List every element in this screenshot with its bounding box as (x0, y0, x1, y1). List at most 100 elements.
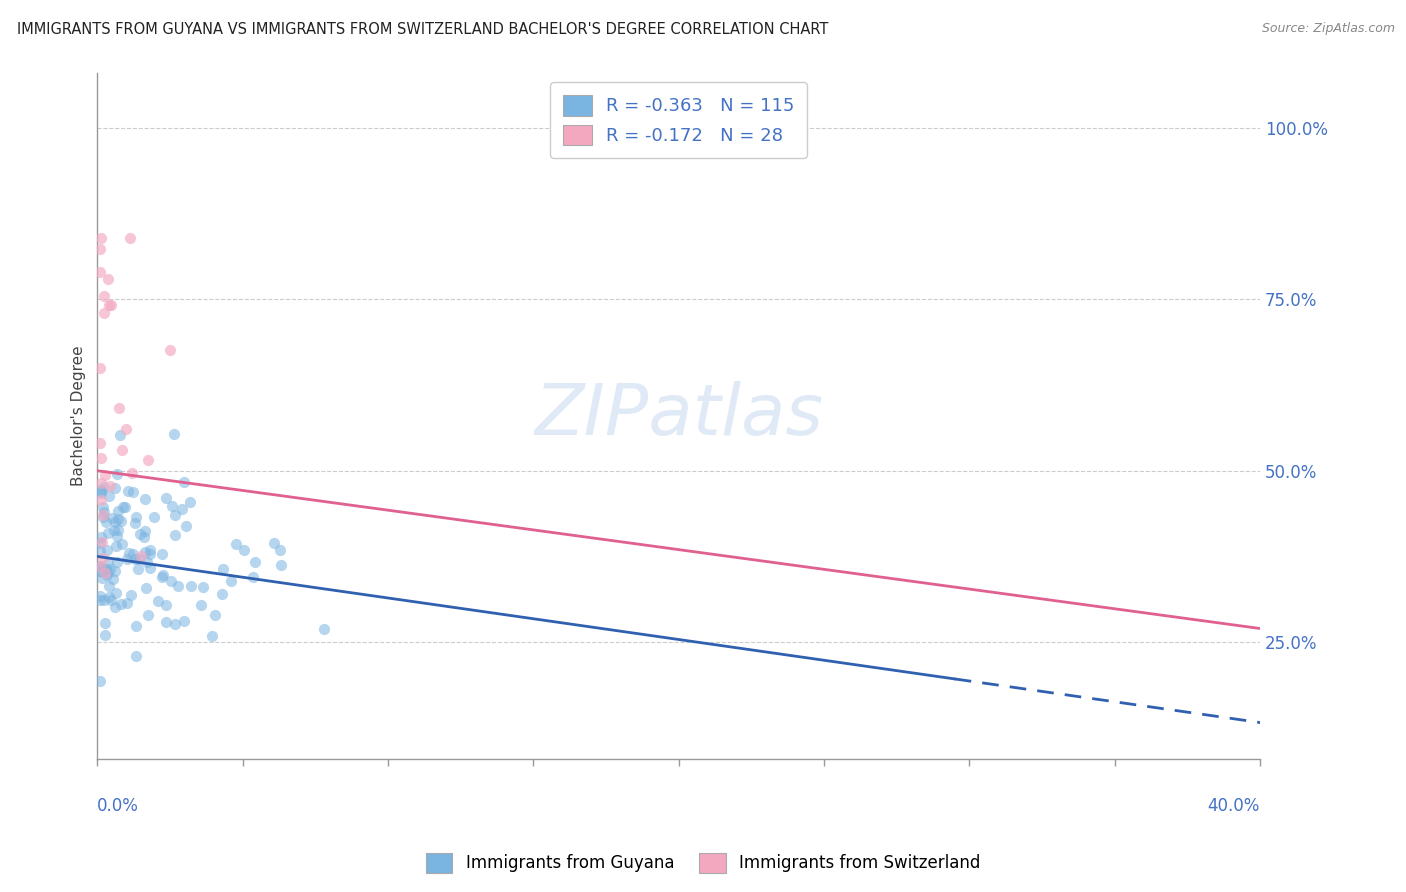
Point (174, 519, 197, 533)
Point (152, 567, 174, 582)
Text: IMMIGRANTS FROM GUYANA VS IMMIGRANTS FROM SWITZERLAND BACHELOR'S DEGREE CORRELAT: IMMIGRANTS FROM GUYANA VS IMMIGRANTS FRO… (17, 22, 828, 37)
Point (155, 598, 177, 612)
Point (163, 528, 186, 542)
Point (107, 504, 129, 518)
Point (97, 556, 120, 570)
Point (93, 480, 115, 494)
Point (94, 627, 117, 641)
Point (110, 514, 132, 528)
Point (91, 534, 114, 549)
Point (104, 482, 127, 496)
Point (129, 549, 152, 563)
Point (98, 562, 121, 576)
Point (225, 537, 247, 551)
Point (90, 230, 112, 244)
Point (97, 489, 120, 503)
Point (173, 615, 195, 629)
Point (211, 587, 233, 601)
Point (105, 539, 128, 553)
Point (94, 566, 117, 580)
Point (91, 566, 114, 580)
Point (91, 508, 114, 522)
Point (134, 545, 156, 559)
Text: 0.0%: 0.0% (97, 797, 139, 814)
Point (93, 306, 115, 320)
Point (166, 579, 188, 593)
Point (100, 298, 122, 312)
Point (270, 558, 292, 572)
Point (111, 537, 134, 551)
Point (163, 426, 186, 441)
Point (104, 564, 127, 578)
Point (136, 453, 159, 467)
Point (139, 560, 162, 574)
Point (150, 548, 173, 562)
Point (163, 508, 186, 522)
Point (104, 600, 127, 615)
Point (105, 529, 128, 543)
Point (204, 607, 226, 622)
Point (104, 515, 127, 529)
Point (105, 467, 128, 482)
Point (179, 494, 201, 508)
Point (134, 524, 156, 538)
Point (112, 500, 135, 514)
Point (124, 516, 146, 531)
Point (90, 484, 112, 499)
Point (121, 466, 143, 480)
Point (115, 552, 138, 566)
Point (190, 598, 212, 612)
Point (90, 492, 112, 507)
Point (97, 591, 120, 605)
Point (107, 523, 129, 537)
Point (124, 551, 146, 566)
Point (96, 543, 118, 558)
Point (103, 524, 125, 538)
Point (160, 574, 183, 588)
Point (89, 360, 111, 375)
Point (91, 509, 114, 524)
Point (138, 608, 160, 623)
Point (173, 475, 195, 489)
Point (160, 500, 183, 514)
Text: 40.0%: 40.0% (1208, 797, 1260, 814)
Point (90, 571, 112, 585)
Point (89, 242, 111, 256)
Point (107, 512, 129, 526)
Point (117, 484, 139, 499)
Point (150, 570, 173, 584)
Point (242, 570, 264, 584)
Point (159, 343, 181, 358)
Point (263, 536, 285, 550)
Point (146, 594, 169, 608)
Point (129, 526, 152, 541)
Point (101, 511, 124, 525)
Point (233, 542, 256, 557)
Text: ZIPatlas: ZIPatlas (534, 382, 823, 450)
Point (90, 475, 112, 490)
Point (91, 500, 114, 514)
Point (98, 479, 121, 493)
Point (115, 422, 138, 436)
Point (97, 297, 120, 311)
Legend: Immigrants from Guyana, Immigrants from Switzerland: Immigrants from Guyana, Immigrants from … (419, 847, 987, 880)
Point (89, 589, 111, 603)
Point (127, 562, 149, 576)
Text: Source: ZipAtlas.com: Source: ZipAtlas.com (1261, 22, 1395, 36)
Point (89, 265, 111, 279)
Point (118, 546, 141, 560)
Point (105, 555, 128, 569)
Point (139, 547, 162, 561)
Point (110, 598, 132, 612)
Point (120, 588, 142, 602)
Point (96, 567, 118, 582)
Point (125, 619, 148, 633)
Point (111, 443, 134, 458)
Point (94, 616, 117, 631)
Point (91, 550, 114, 565)
Point (134, 530, 156, 544)
Point (128, 552, 150, 566)
Point (110, 427, 132, 442)
Point (134, 492, 156, 507)
Point (93, 592, 115, 607)
